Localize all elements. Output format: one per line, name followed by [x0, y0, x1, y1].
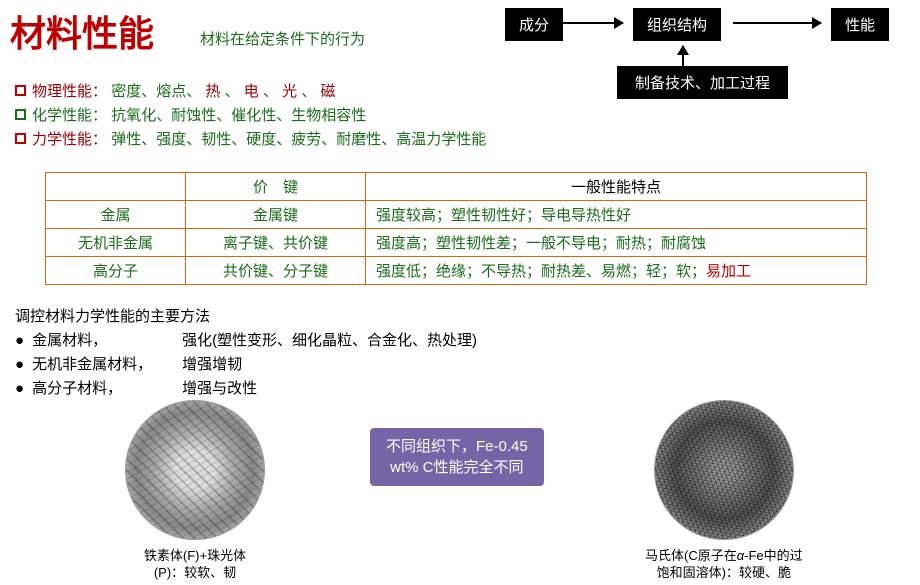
micrograph-image [654, 400, 794, 540]
table-cell: 金属 [46, 201, 186, 229]
page-subtitle: 材料在给定条件下的行为 [200, 28, 365, 49]
bullet-dot-icon: ● [15, 329, 24, 353]
bullet-dot-icon: ● [15, 377, 24, 401]
bullet-dot-icon: ● [15, 353, 24, 377]
micrograph-ferrite: 铁素体(F)+珠光体 (P)：较软、韧 [125, 400, 265, 582]
caption-line1: 铁素体(F)+珠光体 [125, 548, 265, 565]
bullet-icon [15, 133, 26, 144]
method-row: ● 无机非金属材料， 增强增韧 [15, 353, 477, 377]
table-cell: 强度低；绝缘；不导热；耐热差、易燃；轻；软；易加工 [366, 257, 867, 285]
table-cell: 离子键、共价键 [186, 229, 366, 257]
flow-arrow-1 [563, 22, 623, 24]
table-cell: 共价键、分子键 [186, 257, 366, 285]
micrograph-caption: 马氏体(C原子在α-Fe中的过 饱和固溶体)：较硬、脆 [645, 548, 803, 582]
flow-box-performance: 性能 [831, 8, 889, 41]
table-cell-text: 强度低；绝缘；不导热；耐热差、易燃；轻；软； [376, 263, 706, 280]
table-cell-highlight: 易加工 [706, 263, 751, 280]
method-row: ● 金属材料， 强化(塑性变形、细化晶粒、合金化、热处理) [15, 329, 477, 353]
bullet-physical: 物理性能： 密度、熔点、 热 、 电 、 光 、 磁 [15, 80, 486, 104]
table-row: 无机非金属 离子键、共价键 强度高；塑性韧性差；一般不导电；耐热；耐腐蚀 [46, 229, 867, 257]
bullet-text: 抗氧化、耐蚀性、催化性、生物相容性 [111, 107, 366, 124]
bullet-sep: 、 [225, 83, 240, 100]
table-row: 高分子 共价键、分子键 强度低；绝缘；不导热；耐热差、易燃；轻；软；易加工 [46, 257, 867, 285]
methods-title: 调控材料力学性能的主要方法 [15, 305, 477, 329]
table-cell: 强度较高；塑性韧性好；导电导热性好 [366, 201, 867, 229]
micrograph-martensite: 马氏体(C原子在α-Fe中的过 饱和固溶体)：较硬、脆 [645, 400, 803, 582]
method-label: 高分子材料， [32, 377, 182, 401]
table-header-row: 价 键 一般性能特点 [46, 173, 867, 201]
bullet-label: 化学性能： [32, 107, 107, 124]
bullet-text: 弹性、强度、韧性、硬度、疲劳、耐磨性、高温力学性能 [111, 131, 486, 148]
bullet-sep: 、 [263, 83, 278, 100]
caption-line1: 马氏体(C原子在α-Fe中的过 [645, 548, 803, 565]
callout-box: 不同组织下，Fe-0.45 wt% C性能完全不同 [370, 428, 544, 486]
table-header [46, 173, 186, 201]
table-cell: 强度高；塑性韧性差；一般不导电；耐热；耐腐蚀 [366, 229, 867, 257]
method-label: 金属材料， [32, 329, 182, 353]
flowchart: 成分 组织结构 性能 制备技术、加工过程 [505, 8, 905, 98]
flow-box-composition: 成分 [505, 8, 563, 41]
bullet-elec: 电 [244, 83, 259, 100]
bullet-light: 光 [282, 83, 297, 100]
bullets-section: 物理性能： 密度、熔点、 热 、 电 、 光 、 磁 化学性能： 抗氧化、耐蚀性… [15, 80, 486, 152]
page-title: 材料性能 [10, 5, 154, 57]
table-header: 价 键 [186, 173, 366, 201]
table-cell: 无机非金属 [46, 229, 186, 257]
micrograph-image [125, 400, 265, 540]
table-header: 一般性能特点 [366, 173, 867, 201]
bullet-icon [15, 109, 26, 120]
bullet-mechanical: 力学性能： 弹性、强度、韧性、硬度、疲劳、耐磨性、高温力学性能 [15, 128, 486, 152]
callout-line2: wt% C性能完全不同 [386, 457, 528, 478]
method-row: ● 高分子材料， 增强与改性 [15, 377, 477, 401]
method-label: 无机非金属材料， [32, 353, 182, 377]
bullet-icon [15, 85, 26, 96]
bullet-sep: 、 [301, 83, 316, 100]
caption-line2: 饱和固溶体)：较硬、脆 [645, 565, 803, 582]
properties-table: 价 键 一般性能特点 金属 金属键 强度较高；塑性韧性好；导电导热性好 无机非金… [45, 172, 867, 285]
method-text: 增强增韧 [182, 353, 242, 377]
caption-line2: (P)：较软、韧 [125, 565, 265, 582]
flow-box-process: 制备技术、加工过程 [617, 66, 788, 99]
bullet-label: 物理性能： [32, 83, 107, 100]
table-row: 金属 金属键 强度较高；塑性韧性好；导电导热性好 [46, 201, 867, 229]
flow-arrow-up [682, 46, 684, 66]
flow-arrow-2 [733, 22, 821, 24]
table-cell: 金属键 [186, 201, 366, 229]
bullet-label: 力学性能： [32, 131, 107, 148]
method-text: 强化(塑性变形、细化晶粒、合金化、热处理) [182, 329, 477, 353]
callout-line1: 不同组织下，Fe-0.45 [386, 436, 528, 457]
micrograph-caption: 铁素体(F)+珠光体 (P)：较软、韧 [125, 548, 265, 582]
bullet-mag: 磁 [321, 83, 336, 100]
method-text: 增强与改性 [182, 377, 257, 401]
methods-section: 调控材料力学性能的主要方法 ● 金属材料， 强化(塑性变形、细化晶粒、合金化、热… [15, 305, 477, 401]
table-cell: 高分子 [46, 257, 186, 285]
bullet-chemical: 化学性能： 抗氧化、耐蚀性、催化性、生物相容性 [15, 104, 486, 128]
flow-box-structure: 组织结构 [633, 8, 721, 41]
bullet-text: 密度、熔点、 [111, 83, 201, 100]
bullet-hot: 热 [205, 83, 220, 100]
